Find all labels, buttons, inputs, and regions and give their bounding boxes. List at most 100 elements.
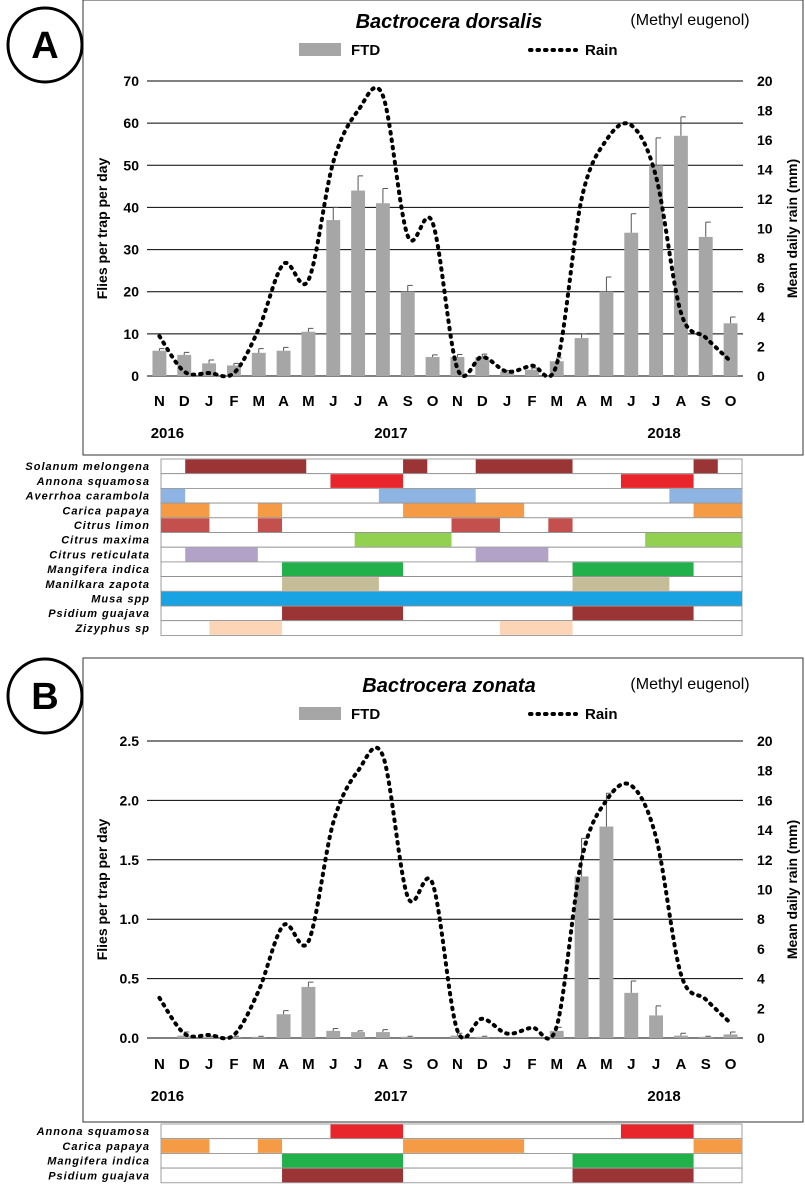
error-bar: [233, 1035, 239, 1037]
x-tick-label: A: [576, 1056, 587, 1073]
error-bar: [630, 980, 637, 993]
host-name: Manilkara zapota: [45, 579, 150, 591]
bar-ftd: [698, 1036, 713, 1038]
error-bar: [456, 354, 463, 358]
y2-tick-label: 2: [757, 339, 765, 355]
host-fruiting-span: [354, 533, 452, 547]
y2-tick-label: 14: [757, 162, 773, 178]
bar-ftd: [475, 1036, 490, 1038]
host-fruiting-span: [378, 488, 476, 503]
x-tick-label: N: [154, 393, 165, 410]
host-fruiting-span: [161, 518, 210, 532]
y2-tick-label: 10: [757, 221, 773, 237]
host-name: Citrus reticulata: [49, 549, 150, 561]
legend-swatch-ftd: [299, 43, 341, 56]
host-fruiting-span: [282, 562, 404, 577]
chart-title: Bactrocera zonata: [362, 675, 535, 697]
y2-tick-label: 16: [757, 132, 773, 148]
y2-tick-label: 10: [757, 882, 773, 898]
host-calendar: Annona squamosa Carica papaya Mangifera in…: [36, 1123, 743, 1184]
error-bar: [307, 981, 314, 987]
rain-line: [157, 745, 733, 1041]
bar-ftd: [276, 1014, 291, 1038]
bar-ftd: [673, 135, 688, 376]
host-fruiting-span: [330, 1124, 404, 1139]
host-fruiting-span: [161, 503, 210, 518]
host-fruiting-span: [185, 459, 307, 474]
y2-tick-label: 0: [757, 368, 765, 384]
x-tick-label: M: [253, 1056, 266, 1073]
x-tick-label: M: [600, 393, 613, 410]
bar-ftd: [301, 331, 316, 376]
y2-tick-label: 20: [757, 73, 773, 89]
host-fruiting-span: [161, 591, 742, 606]
error-bar: [705, 221, 711, 237]
host-fruiting-span: [282, 1168, 404, 1183]
x-tick-label: D: [179, 1056, 190, 1073]
x-tick-label: M: [253, 393, 266, 410]
y-tick-label: 40: [123, 199, 139, 215]
bar-ftd: [400, 291, 415, 376]
y2-tick-label: 14: [757, 822, 773, 838]
error-bar: [382, 187, 388, 204]
bar-ftd: [226, 1036, 241, 1038]
bar-ftd: [202, 1036, 217, 1038]
x-tick-label: J: [503, 393, 511, 410]
bar-ftd: [251, 352, 266, 376]
host-fruiting-span: [451, 518, 500, 532]
host-fruiting-span: [499, 621, 573, 635]
error-bar: [307, 327, 314, 332]
x-tick-label: M: [600, 1056, 613, 1073]
host-fruiting-span: [620, 474, 694, 488]
error-bar: [531, 367, 537, 370]
bar-ftd: [549, 1030, 564, 1038]
host-fruiting-span: [572, 1153, 694, 1168]
error-bar: [655, 137, 662, 166]
bar-ftd: [202, 363, 217, 376]
host-name: Carica papaya: [62, 505, 150, 517]
chart-subtitle: (Methyl eugenol): [630, 12, 749, 29]
error-bar: [705, 1035, 711, 1037]
error-bar: [680, 1032, 686, 1036]
chart-subtitle: (Methyl eugenol): [630, 676, 749, 693]
bar-ftd: [450, 1035, 465, 1038]
host-name: Annona squamosa: [36, 1126, 150, 1138]
x-tick-label: F: [229, 393, 238, 410]
y2-tick-label: 12: [757, 852, 773, 868]
x-tick-label: A: [278, 1056, 289, 1073]
panel-letter-circle: [6, 657, 84, 735]
chart-title: Bactrocera dorsalis: [356, 11, 543, 33]
rain-line: [157, 85, 733, 379]
bar-ftd: [673, 1035, 688, 1038]
error-bar: [332, 1028, 339, 1031]
chart-frame: [82, 657, 804, 1123]
error-bar: [407, 284, 413, 292]
x-tick-label: A: [576, 393, 587, 410]
y2-tick-label: 12: [757, 191, 773, 207]
year-label: 2018: [647, 1088, 680, 1105]
host-fruiting-span: [693, 1139, 742, 1153]
y-axis-label: Flies per trap per day: [94, 157, 110, 299]
error-bar: [680, 116, 686, 136]
bar-ftd: [425, 357, 440, 376]
bar-ftd: [152, 350, 167, 376]
bar-ftd: [698, 236, 713, 376]
bar-ftd: [326, 220, 341, 376]
legend-swatch-ftd: [299, 707, 341, 720]
host-fruiting-span: [693, 459, 718, 474]
legend-label-ftd: FTD: [351, 706, 380, 723]
host-fruiting-span: [257, 503, 283, 518]
host-fruiting-span: [669, 488, 742, 503]
error-bar: [283, 1010, 289, 1015]
error-bar: [605, 792, 612, 827]
bar-ftd: [624, 232, 639, 376]
host-fruiting-span: [330, 474, 404, 488]
host-fruiting-span: [403, 1139, 525, 1153]
host-name: Psidium guajava: [48, 1170, 150, 1182]
error-bar: [357, 175, 364, 191]
x-tick-label: J: [329, 1056, 337, 1073]
error-bar: [481, 1035, 488, 1037]
x-tick-label: A: [377, 1056, 388, 1073]
bar-ftd: [599, 826, 614, 1038]
y-tick-label: 0: [131, 368, 139, 384]
